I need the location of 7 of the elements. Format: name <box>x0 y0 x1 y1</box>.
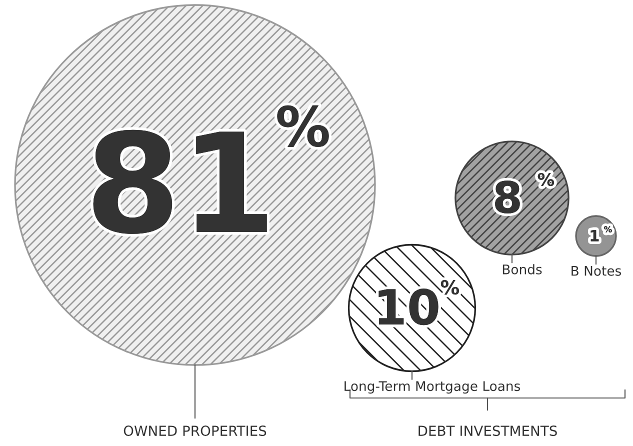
data-label: 81% <box>93 105 329 234</box>
category-label: B Notes <box>572 266 622 276</box>
category-label: Long-Term Mortgage Loans <box>344 381 520 394</box>
category-label: OWNED PROPERTIES <box>124 426 266 436</box>
data-label: 1% <box>590 226 612 242</box>
category-label: Bonds <box>502 264 542 274</box>
text: DEBT INVESTMENTS <box>418 426 557 436</box>
